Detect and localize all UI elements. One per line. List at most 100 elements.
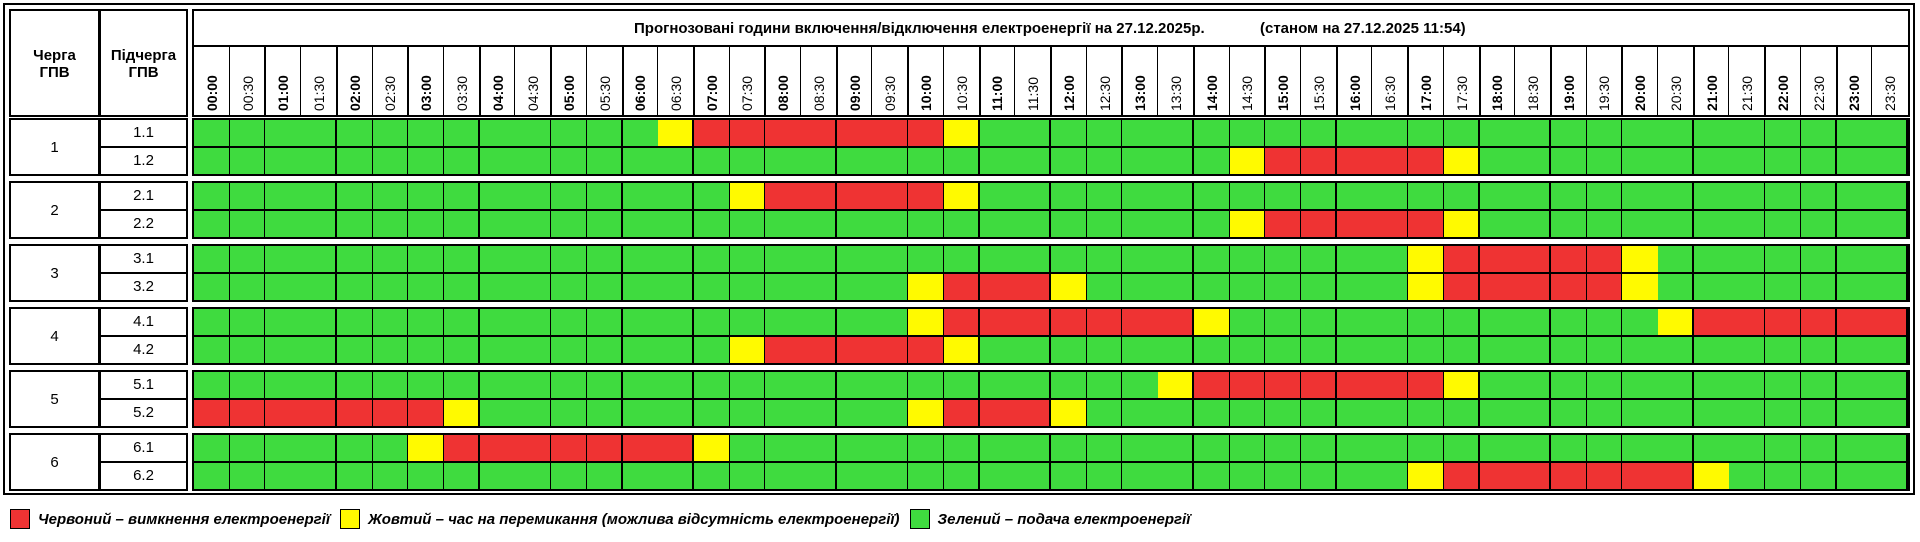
schedule-slot [693, 372, 731, 398]
schedule-slot [979, 309, 1016, 335]
schedule-slot [1586, 309, 1623, 335]
schedule-slot [1336, 246, 1373, 272]
schedule-slot [1158, 120, 1195, 146]
schedule-slot [1872, 400, 1908, 426]
schedule-slot [836, 400, 873, 426]
schedule-slot [1515, 400, 1552, 426]
schedule-slot [1479, 148, 1516, 174]
schedule-slot [479, 148, 516, 174]
schedule-slot [1300, 337, 1338, 363]
schedule-slot [1193, 337, 1231, 363]
schedule-slot [872, 148, 909, 174]
schedule-slot [265, 211, 302, 237]
schedule-slot [1479, 372, 1516, 398]
schedule-slot [1408, 183, 1445, 209]
schedule-slot [372, 148, 409, 174]
schedule-slot [1658, 309, 1695, 335]
schedule-slot [301, 211, 338, 237]
schedule-slot [1229, 337, 1266, 363]
schedule-slot [1622, 463, 1659, 489]
subqueue-cell: 5.1 5.2 [99, 370, 188, 428]
schedule-slot [836, 148, 873, 174]
schedule-slot [1550, 463, 1588, 489]
schedule-slot [622, 309, 659, 335]
schedule-slot [1265, 435, 1302, 461]
schedule-slot [1550, 274, 1588, 300]
schedule-slot [765, 435, 802, 461]
schedule-slot [1336, 309, 1373, 335]
schedule-slot [515, 148, 552, 174]
schedule-slot [1408, 400, 1445, 426]
schedule-slot [1265, 463, 1302, 489]
schedule-slot [479, 463, 516, 489]
time-label: 08:30 [810, 75, 827, 111]
time-divider [1371, 47, 1373, 115]
schedule-slot [1051, 372, 1088, 398]
schedule-slot [372, 337, 409, 363]
schedule-slot [372, 372, 409, 398]
schedule-slot [872, 246, 909, 272]
time-divider [1549, 47, 1552, 115]
subqueue-divider [101, 209, 186, 211]
schedule-slot [408, 372, 445, 398]
time-label: 23:30 [1882, 75, 1899, 111]
schedule-slot [1158, 246, 1195, 272]
time-divider [1014, 47, 1016, 115]
schedule-slot [1515, 435, 1552, 461]
schedule-slot [265, 400, 302, 426]
schedule-slot [729, 337, 766, 363]
schedule-slot [1158, 400, 1195, 426]
schedule-slot [479, 274, 516, 300]
schedule-slot [515, 246, 552, 272]
time-divider [1514, 47, 1516, 115]
schedule-slot [1372, 246, 1409, 272]
schedule-slot [1729, 120, 1766, 146]
schedule-slot [1443, 274, 1480, 300]
schedule-slot [1051, 337, 1088, 363]
subqueue-label: 4.1 [133, 313, 154, 330]
schedule-slot [1515, 309, 1552, 335]
schedule-slot [479, 337, 516, 363]
time-divider [1121, 47, 1124, 115]
schedule-slot [1372, 400, 1409, 426]
time-label: 18:00 [1489, 75, 1506, 111]
schedule-slot [979, 246, 1016, 272]
time-divider [835, 47, 838, 115]
schedule-slot [872, 309, 909, 335]
schedule-slot [1586, 120, 1623, 146]
schedule-slot [1443, 148, 1480, 174]
schedule-slot [1765, 309, 1802, 335]
schedule-slot [408, 120, 445, 146]
schedule-slot [265, 120, 302, 146]
schedule-slot [1836, 463, 1873, 489]
time-label: 06:00 [632, 75, 649, 111]
schedule-slot [1622, 246, 1659, 272]
schedule-slot [765, 463, 802, 489]
schedule-slot [908, 274, 945, 300]
schedule-slot [658, 463, 695, 489]
schedule-slot [1872, 372, 1908, 398]
schedule-slot [1158, 274, 1195, 300]
schedule-slot [1408, 148, 1445, 174]
schedule-slot [194, 211, 231, 237]
schedule-slot [229, 372, 266, 398]
schedule-slot [979, 274, 1016, 300]
schedule-slot [836, 372, 873, 398]
schedule-slot [301, 400, 338, 426]
schedule-slot [1443, 435, 1480, 461]
schedule-slot [1658, 246, 1695, 272]
schedule-slot [872, 372, 909, 398]
schedule-grid [192, 433, 1910, 491]
schedule-slot [1300, 400, 1338, 426]
time-label: 22:30 [1810, 75, 1827, 111]
queue-label: 3 [9, 244, 100, 302]
schedule-slot [1265, 183, 1302, 209]
schedule-slot [1086, 183, 1123, 209]
time-label: 11:30 [1025, 77, 1042, 111]
schedule-slot [872, 183, 909, 209]
schedule-slot [1015, 435, 1052, 461]
queue-label: 4 [9, 307, 100, 365]
time-label: 12:30 [1096, 75, 1113, 111]
schedule-slot [1836, 120, 1873, 146]
schedule-slot [1086, 246, 1123, 272]
